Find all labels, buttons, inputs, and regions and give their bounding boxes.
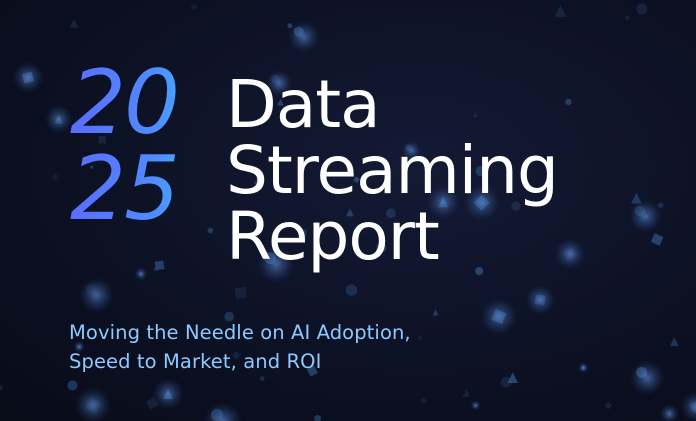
particle: [145, 397, 159, 410]
particle: [420, 397, 427, 404]
particle: [475, 166, 486, 177]
particle: [353, 176, 360, 184]
particle-glow: [480, 297, 518, 336]
particle: [69, 19, 79, 28]
particle: [190, 3, 198, 11]
particle: [376, 242, 387, 253]
particle-glow: [152, 378, 185, 411]
particle-glow: [629, 360, 665, 396]
particle-glow: [659, 403, 680, 421]
particle-glow: [73, 340, 86, 353]
subtitle-line-2: Speed to Market, and ROI: [69, 350, 322, 373]
particle-glow: [12, 61, 44, 94]
particle: [345, 284, 358, 296]
particle-glow: [134, 266, 148, 281]
particle-glow: [628, 199, 662, 233]
particle: [554, 4, 567, 17]
particle: [90, 165, 94, 169]
particle: [462, 389, 471, 397]
year-top: 20: [70, 59, 220, 147]
particle: [345, 208, 354, 217]
report-subtitle: Moving the Needle on AI Adoption, Speed …: [69, 318, 629, 376]
particle-glow: [426, 185, 460, 219]
particle-glow: [257, 245, 295, 283]
particle: [51, 172, 60, 182]
particle: [306, 365, 318, 377]
particle-glow: [78, 277, 115, 313]
particle: [475, 266, 484, 276]
particle: [417, 335, 423, 341]
report-year: 20 25: [70, 59, 220, 233]
particle: [299, 229, 307, 237]
particle: [0, 384, 3, 391]
particle: [604, 401, 612, 410]
particle: [260, 376, 265, 381]
particle: [507, 372, 518, 383]
particle: [314, 415, 322, 421]
particle-glow: [287, 20, 320, 53]
particle: [624, 15, 630, 21]
particle: [565, 98, 572, 106]
year-bottom: 25: [70, 145, 220, 233]
report-title: Data Streaming Report: [226, 72, 666, 270]
particle: [511, 201, 521, 211]
particle: [232, 351, 241, 360]
particle: [669, 337, 679, 347]
particle: [287, 23, 293, 29]
title-line-3: Report: [226, 198, 440, 275]
particle: [224, 311, 235, 322]
particle: [253, 178, 260, 185]
particle: [385, 208, 396, 219]
particle-glow: [525, 284, 556, 315]
particle: [153, 266, 158, 271]
particle-glow: [44, 105, 73, 134]
particle: [246, 144, 252, 151]
particle: [277, 98, 284, 106]
particle: [432, 309, 439, 316]
particle-glow: [470, 400, 481, 411]
particle: [636, 3, 648, 15]
particle: [234, 286, 247, 300]
title-line-2: Streaming: [226, 132, 559, 209]
particle-glow: [554, 238, 586, 270]
particle-glow: [203, 401, 243, 421]
particle-glow: [74, 386, 112, 421]
particle-glow: [577, 362, 589, 374]
particle: [650, 233, 664, 246]
particle: [98, 135, 107, 144]
subtitle-line-1: Moving the Needle on AI Adoption,: [69, 321, 411, 344]
title-line-1: Data: [226, 66, 381, 143]
particle: [207, 227, 214, 234]
particle-glow: [265, 69, 293, 97]
particle: [500, 376, 512, 388]
particle: [67, 380, 78, 391]
particle-glow: [463, 184, 500, 221]
particle-glow: [680, 390, 696, 421]
particle: [472, 112, 478, 118]
particle: [154, 260, 165, 271]
particle-glow: [401, 141, 422, 161]
